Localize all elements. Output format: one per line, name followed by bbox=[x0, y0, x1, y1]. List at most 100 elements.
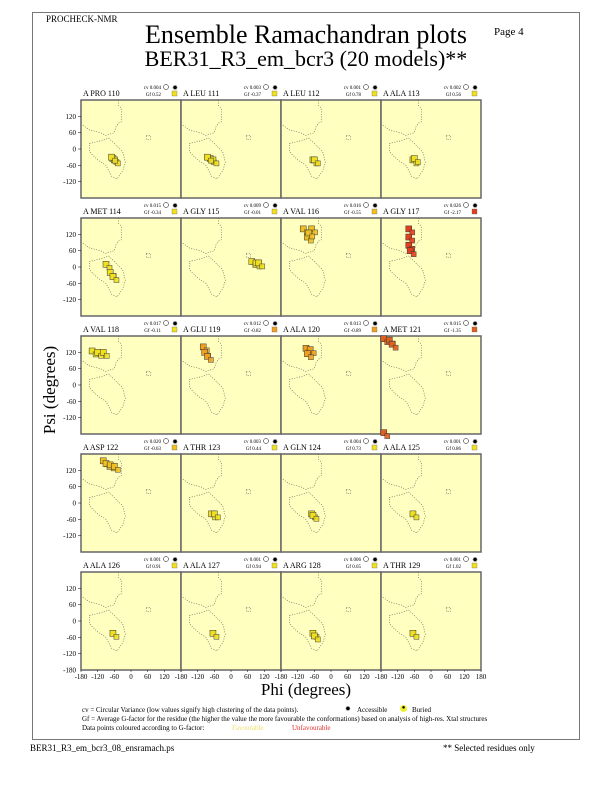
plot-panel bbox=[380, 99, 482, 199]
gf-value: Gf 0.52 bbox=[146, 93, 162, 98]
gf-value: Gf 0.91 bbox=[146, 565, 162, 570]
gf-value: Gf -0.82 bbox=[244, 329, 261, 334]
panel-label: A THR 123 bbox=[183, 443, 220, 452]
data-point bbox=[209, 630, 217, 637]
plot-panel bbox=[80, 217, 182, 317]
allowed-region-outline bbox=[189, 137, 226, 180]
accessibility-icon: ✹ bbox=[272, 438, 278, 446]
gf-value: Gf 0.78 bbox=[346, 93, 362, 98]
y-tick-label: 120 bbox=[66, 349, 77, 357]
plot-panel bbox=[280, 453, 382, 553]
gf-value: Gf 0.56 bbox=[446, 93, 462, 98]
x-tick-label: -60 bbox=[210, 673, 220, 681]
clock-icon bbox=[363, 202, 369, 208]
plot-panel bbox=[280, 217, 382, 317]
allowed-region-outline bbox=[145, 253, 151, 258]
plot-panel bbox=[380, 571, 482, 671]
y-tick-label: 0 bbox=[73, 382, 77, 390]
data-point bbox=[305, 229, 313, 237]
cv-value: cv 0.026 bbox=[444, 204, 462, 209]
plot-panel bbox=[80, 571, 182, 671]
data-point bbox=[103, 353, 110, 359]
allowed-region-outline bbox=[145, 135, 151, 140]
accessible-icon: ✹ bbox=[345, 705, 351, 713]
legend-cv: cv = Circular Variance (low values signi… bbox=[82, 706, 299, 714]
clock-icon bbox=[263, 438, 269, 444]
clock-icon bbox=[163, 438, 169, 444]
accessibility-icon: ✹ bbox=[272, 556, 278, 564]
data-point bbox=[115, 467, 121, 473]
allowed-region-outline bbox=[445, 607, 451, 612]
x-tick-label: -180 bbox=[275, 673, 288, 681]
panel-label: A ALA 120 bbox=[283, 325, 320, 334]
data-point bbox=[312, 229, 318, 236]
data-point bbox=[315, 160, 321, 167]
clock-icon bbox=[263, 84, 269, 90]
clock-icon bbox=[363, 320, 369, 326]
gf-value: Gf -0.55 bbox=[344, 211, 361, 216]
panel-label: A LEU 112 bbox=[283, 89, 320, 98]
x-tick-label: 0 bbox=[129, 673, 133, 681]
allowed-region-outline bbox=[445, 253, 451, 258]
accessibility-icon: ✹ bbox=[372, 202, 378, 210]
allowed-region-outline bbox=[445, 489, 451, 494]
data-point bbox=[259, 263, 266, 270]
panel-label: A ASP 122 bbox=[83, 443, 118, 452]
x-tick-label: -60 bbox=[310, 673, 320, 681]
cv-value: cv 0.004 bbox=[144, 86, 162, 91]
allowed-region-outline bbox=[345, 253, 351, 258]
plot-panel bbox=[180, 335, 282, 435]
buried-icon: ● bbox=[400, 705, 407, 712]
gf-value: Gf 1.02 bbox=[446, 565, 462, 570]
x-tick-label: -120 bbox=[391, 673, 404, 681]
data-point bbox=[215, 514, 221, 521]
data-point bbox=[411, 155, 418, 162]
gf-color-swatch bbox=[171, 326, 178, 333]
y-tick-label: -60 bbox=[67, 280, 77, 288]
legend-colour: Data points coloured according to G-fact… bbox=[82, 724, 205, 732]
gf-color-swatch bbox=[271, 326, 278, 333]
gf-color-swatch bbox=[371, 562, 378, 569]
x-tick-label: -120 bbox=[91, 673, 104, 681]
x-tick-label: 120 bbox=[459, 673, 470, 681]
cv-value: cv 0.001 bbox=[244, 558, 262, 563]
data-point bbox=[108, 153, 115, 161]
y-tick-label: -120 bbox=[63, 650, 76, 658]
clock-icon bbox=[163, 320, 169, 326]
cv-value: cv 0.020 bbox=[144, 440, 162, 445]
clock-icon bbox=[463, 438, 469, 444]
plot-panel bbox=[280, 99, 382, 199]
gf-value: Gf -0.89 bbox=[344, 329, 361, 334]
x-tick-label: 0 bbox=[229, 673, 233, 681]
y-tick-label: -120 bbox=[63, 414, 76, 422]
data-point bbox=[208, 357, 214, 363]
panel-label: A GLY 117 bbox=[383, 207, 419, 216]
gf-color-swatch bbox=[171, 444, 178, 451]
cv-value: cv 0.001 bbox=[144, 558, 162, 563]
gf-color-swatch bbox=[371, 444, 378, 451]
legend-gf: Gf = Average G-factor for the residue (t… bbox=[82, 715, 488, 723]
panel-label: A GLY 115 bbox=[183, 207, 219, 216]
page-frame bbox=[32, 12, 580, 740]
allowed-region-outline bbox=[289, 255, 326, 298]
allowed-region-outline bbox=[89, 137, 126, 180]
cv-value: cv 0.001 bbox=[444, 440, 462, 445]
panel-label: A MET 114 bbox=[83, 207, 121, 216]
panel-label: A VAL 116 bbox=[283, 207, 319, 216]
y-tick-label: 60 bbox=[69, 129, 77, 137]
allowed-region-outline bbox=[389, 255, 426, 298]
accessibility-icon: ✹ bbox=[372, 84, 378, 92]
data-point bbox=[211, 510, 218, 518]
y-tick-label: 120 bbox=[66, 585, 77, 593]
x-axis-label: Phi (degrees) bbox=[260, 680, 352, 699]
clock-icon bbox=[363, 556, 369, 562]
page-subtitle: BER31_R3_em_bcr3 (20 models)** bbox=[144, 46, 468, 71]
clock-icon bbox=[463, 84, 469, 90]
y-tick-label: -180 bbox=[63, 667, 76, 675]
y-tick-label: -60 bbox=[67, 634, 77, 642]
page-title: Ensemble Ramachandran plots bbox=[144, 20, 468, 49]
data-point bbox=[309, 233, 316, 240]
allowed-region-outline bbox=[389, 373, 426, 416]
gf-value: Gf -0.63 bbox=[144, 447, 161, 452]
